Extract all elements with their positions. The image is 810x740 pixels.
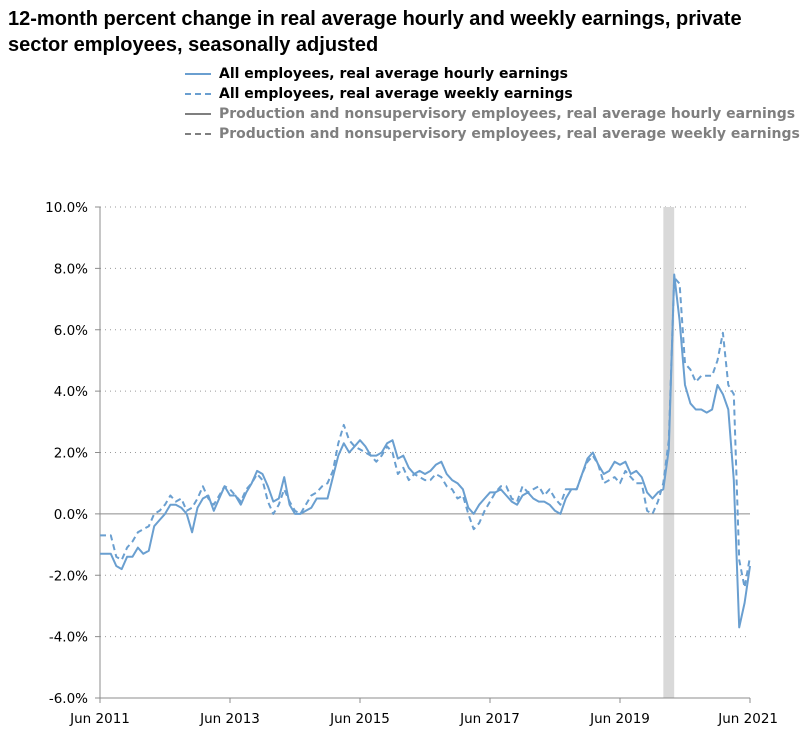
grid [100,206,750,638]
axes [95,206,751,703]
legend-item-series-3[interactable]: Production and nonsupervisory employees,… [185,104,800,124]
legend-item-series-4[interactable]: Production and nonsupervisory employees,… [185,124,800,144]
x-axis-tick-labels: Jun 2011 Jun 2013 Jun 2015 Jun 2017 Jun 2019… [69,711,778,727]
x-tick-label-2: Jun 2015 [329,711,390,727]
series-lines [100,273,751,629]
legend-label-series-3: Production and nonsupervisory employees,… [219,106,796,122]
y-tick-label-5: 0.0% [54,507,88,523]
legend-label-series-2: All employees, real average weekly earni… [219,86,573,102]
y-tick-label-0: 10.0% [45,200,88,216]
legend-item-series-1[interactable]: All employees, real average hourly earni… [185,64,800,84]
legend-swatch-series-2 [185,93,211,95]
x-tick-label-0: Jun 2011 [69,711,130,727]
y-tick-label-4: 2.0% [54,446,88,462]
legend: All employees, real average hourly earni… [185,64,800,144]
x-tick-label-3: Jun 2017 [459,711,520,727]
legend-swatch-series-4 [185,133,211,135]
y-axis-tick-labels: 10.0% 8.0% 6.0% 4.0% 2.0% 0.0% -2.0% -4.0% -6.0% [45,200,88,707]
chart-title: 12-month percent change in real average … [8,8,742,56]
legend-label-series-4: Production and nonsupervisory employees,… [219,126,800,142]
series-line-1 [100,273,751,629]
y-tick-label-7: -4.0% [49,630,88,646]
x-tick-label-4: Jun 2019 [589,711,650,727]
y-tick-label-3: 4.0% [54,384,88,400]
legend-swatch-series-1 [185,73,211,75]
series-line-2 [100,276,751,589]
y-tick-label-2: 6.0% [54,323,88,339]
x-tick-label-1: Jun 2013 [199,711,260,727]
legend-label-series-1: All employees, real average hourly earni… [219,66,568,82]
y-tick-label-1: 8.0% [54,261,88,277]
y-tick-label-8: -6.0% [49,691,88,707]
legend-swatch-series-3 [185,113,211,115]
y-tick-label-6: -2.0% [49,568,88,584]
x-tick-label-5: Jun 2021 [717,711,778,727]
legend-item-series-2[interactable]: All employees, real average weekly earni… [185,84,800,104]
